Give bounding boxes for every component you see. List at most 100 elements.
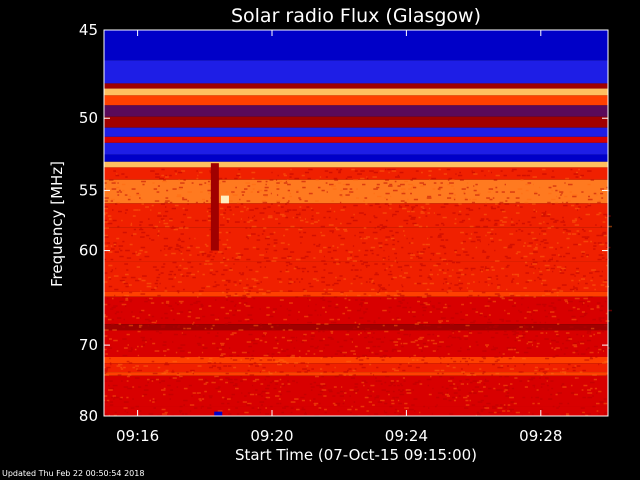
noise-segment	[581, 311, 585, 313]
noise-segment	[581, 303, 584, 306]
noise-segment	[255, 393, 257, 396]
noise-segment	[396, 317, 400, 319]
noise-segment	[346, 222, 352, 225]
noise-segment	[104, 399, 106, 402]
noise-segment	[313, 243, 316, 246]
noise-segment	[221, 402, 225, 405]
noise-segment	[338, 171, 341, 174]
noise-segment	[306, 206, 310, 208]
noise-segment	[541, 327, 545, 330]
noise-segment	[494, 324, 499, 327]
noise-segment	[225, 191, 228, 193]
noise-segment	[344, 392, 347, 394]
noise-segment	[252, 384, 254, 387]
noise-segment	[422, 183, 426, 186]
y-tick-label-0: 45	[79, 21, 98, 39]
noise-segment	[110, 270, 113, 273]
noise-segment	[570, 168, 573, 171]
noise-segment	[267, 206, 271, 208]
noise-segment	[547, 213, 551, 216]
noise-segment	[412, 315, 416, 318]
noise-segment	[505, 320, 511, 322]
noise-segment	[552, 356, 556, 358]
noise-segment	[406, 276, 411, 279]
noise-segment	[533, 210, 536, 213]
noise-segment	[344, 306, 348, 309]
noise-segment	[262, 230, 266, 232]
noise-segment	[201, 405, 204, 408]
noise-segment	[509, 396, 514, 399]
noise-segment	[465, 254, 470, 256]
noise-segment	[313, 270, 318, 273]
noise-segment	[334, 366, 336, 369]
noise-segment	[468, 392, 472, 394]
noise-segment	[372, 390, 375, 393]
noise-segment	[330, 330, 334, 333]
noise-segment	[409, 335, 411, 337]
noise-segment	[551, 339, 556, 342]
noise-segment	[344, 297, 347, 300]
noise-segment	[151, 360, 155, 363]
noise-segment	[243, 287, 248, 289]
noise-segment	[360, 282, 363, 285]
noise-segment	[374, 216, 378, 219]
noise-segment	[532, 258, 535, 261]
noise-segment	[519, 380, 523, 382]
noise-segment	[599, 309, 603, 312]
noise-segment	[407, 252, 411, 255]
noise-segment	[497, 366, 501, 369]
noise-segment	[320, 225, 325, 228]
noise-segment	[387, 273, 393, 276]
noise-segment	[234, 309, 237, 312]
noise-segment	[157, 185, 160, 187]
noise-segment	[445, 320, 449, 322]
noise-segment	[274, 218, 278, 220]
noise-segment	[196, 342, 201, 345]
noise-segment	[592, 395, 594, 397]
noise-segment	[422, 207, 425, 210]
noise-segment	[223, 365, 228, 367]
noise-segment	[322, 338, 325, 340]
noise-segment	[135, 329, 139, 331]
noise-segment	[110, 200, 114, 202]
noise-segment	[114, 251, 119, 253]
noise-segment	[155, 378, 159, 381]
noise-segment	[157, 294, 161, 297]
noise-segment	[410, 242, 414, 244]
noise-segment	[251, 233, 256, 235]
noise-segment	[178, 237, 181, 240]
noise-segment	[172, 377, 177, 379]
noise-segment	[437, 302, 441, 304]
noise-segment	[180, 356, 185, 358]
noise-segment	[122, 296, 127, 298]
noise-segment	[289, 281, 294, 283]
noise-segment	[572, 369, 576, 372]
noise-segment	[379, 350, 383, 352]
noise-segment	[502, 221, 507, 223]
noise-segment	[271, 380, 274, 382]
noise-segment	[544, 338, 549, 340]
noise-segment	[484, 281, 488, 283]
noise-segment	[480, 399, 484, 402]
noise-segment	[107, 347, 113, 349]
noise-segment	[477, 239, 481, 241]
noise-segment	[248, 333, 253, 336]
noise-segment	[416, 251, 419, 253]
noise-segment	[517, 339, 521, 342]
noise-segment	[104, 197, 109, 199]
noise-segment	[233, 294, 239, 297]
x-axis: 09:16 09:20 09:24 09:28	[116, 30, 562, 445]
noise-segment	[354, 234, 356, 237]
noise-segment	[381, 359, 385, 361]
noise-segment	[178, 171, 183, 174]
noise-segment	[597, 351, 599, 354]
band-10	[104, 154, 608, 162]
noise-segment	[468, 218, 471, 220]
noise-segment	[489, 198, 493, 201]
noise-segment	[189, 254, 192, 256]
noise-segment	[540, 383, 545, 385]
noise-segment	[588, 272, 593, 274]
noise-segment	[555, 248, 557, 250]
noise-segment	[539, 369, 541, 372]
noise-segment	[429, 258, 432, 261]
